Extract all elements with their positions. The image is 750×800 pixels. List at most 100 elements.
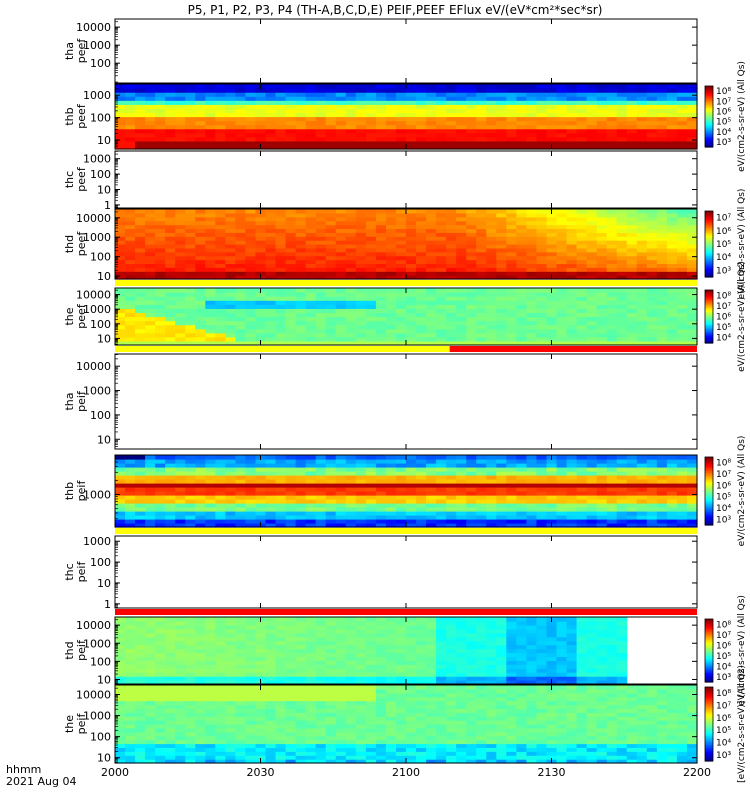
thb-peef-cell (546, 128, 558, 134)
thb-peif-cell (676, 487, 688, 492)
thd-peif-cell (225, 632, 237, 638)
thb-peef-cell (606, 144, 618, 150)
thb-peef-cell (255, 112, 267, 118)
thd-peif-cell (295, 672, 307, 677)
thd-peef-cell (666, 224, 678, 230)
thd-peif-cell (215, 628, 226, 634)
thb-peef-cell (315, 116, 327, 122)
thd-peif-cell (355, 617, 367, 622)
thd-peef-cell (636, 259, 648, 265)
thb-peif-cell (355, 471, 367, 476)
the-peef-cell (215, 300, 226, 305)
the-peef-cell (596, 340, 608, 346)
thd-peef-cell (646, 263, 658, 268)
thb-peif-cell (385, 523, 397, 528)
thd-peif-cell (355, 624, 367, 630)
thb-peif-cell (626, 511, 638, 516)
thd-peef-cell (185, 244, 196, 249)
the-peef-cell (506, 300, 517, 305)
thb-peef-cell (185, 104, 196, 109)
thb-peef-cell (466, 104, 477, 109)
thb-peif-cell (406, 475, 417, 480)
thd-peif-cell (355, 672, 367, 677)
thd-peef-cell (446, 240, 457, 245)
thb-peif-cell (526, 491, 538, 496)
the-peef-cell (175, 296, 186, 301)
the-peef-cell (606, 320, 618, 326)
thd-peef-cell (516, 267, 528, 272)
thd-peif-cell (245, 656, 257, 661)
thb-peef-cell (636, 128, 648, 134)
thd-peef-cell (666, 228, 678, 233)
thb-peif-cell (496, 475, 507, 480)
thd-peef-cell (576, 212, 588, 218)
thb-peif-cell (666, 471, 678, 476)
thb-peef-cell (576, 136, 588, 142)
the-peef-cell (385, 336, 397, 342)
the-peef-cell (275, 324, 287, 330)
thb-peif-cell (185, 455, 196, 460)
thd-peef-cell (285, 275, 297, 280)
thd-peef-cell (466, 228, 477, 233)
thd-peef-cell (436, 267, 447, 272)
thb-peef-cell (375, 88, 387, 93)
thb-peif-cell (115, 471, 126, 476)
thd-peif-cell (255, 636, 267, 642)
thd-peif-cell (426, 624, 437, 630)
thd-peef-cell (325, 271, 337, 276)
thd-peif-cell (365, 680, 377, 685)
thd-peef-cell (245, 228, 257, 233)
thb-peef-cell (185, 136, 196, 142)
thb-peif-cell (606, 455, 618, 460)
the-peef-cell (526, 340, 538, 346)
thd-peef-cell (416, 244, 427, 249)
thd-peef-cell (406, 232, 417, 237)
thb-peef-cell (596, 104, 608, 109)
thb-peif-cell (325, 483, 337, 488)
thd-peef-cell (195, 216, 206, 222)
thd-peef-cell (245, 263, 257, 268)
thb-peef-cell (536, 84, 548, 89)
thd-peef-cell (165, 267, 176, 272)
thb-peif-cell (125, 467, 136, 472)
thb-peif-cell (646, 463, 658, 468)
thd-peif-cell (406, 628, 417, 634)
thd-peif-cell (215, 620, 226, 626)
thb-peef-cell (606, 136, 618, 142)
thb-peif-cell (596, 495, 608, 500)
thd-peif-cell (135, 620, 146, 626)
the-peef-cell (426, 316, 437, 322)
thd-peif-cell (195, 680, 206, 685)
thd-peef-cell (195, 267, 206, 272)
thb-peif-cell (395, 519, 407, 524)
thd-peef-cell (556, 255, 568, 261)
thd-peef-cell (666, 232, 678, 237)
thd-peif-cell (235, 640, 247, 646)
thd-peef-cell (225, 216, 237, 222)
thb-peef-cell (395, 88, 407, 93)
thb-peef-cell (145, 92, 156, 97)
thb-peef-cell (185, 120, 196, 126)
thd-peef-cell (566, 244, 578, 249)
the-peef-cell (205, 328, 216, 334)
thb-peef-cell (526, 140, 538, 146)
thb-peef-cell (576, 92, 588, 97)
the-peef-cell (195, 312, 206, 318)
thd-peef-cell (506, 240, 517, 245)
thb-peif-cell (185, 463, 196, 468)
thb-peif-cell (125, 511, 136, 516)
thb-peef-cell (416, 104, 427, 109)
thb-peif-cell (245, 475, 257, 480)
thb-peif-cell (275, 487, 287, 492)
thd-peef-cell (215, 271, 226, 276)
thd-peif-cell (165, 676, 176, 681)
thb-peef-cell (305, 112, 317, 118)
thb-peef-cell (235, 128, 247, 134)
thb-peif-cell (255, 495, 267, 500)
thd-peif-cell (436, 652, 447, 658)
thb-peif-colorbar-tick: 10⁶ (716, 481, 731, 491)
thb-peif-cell (265, 515, 277, 520)
thd-peef-cell (345, 209, 357, 214)
thb-peef-cell (215, 116, 226, 122)
thd-peif-cell (185, 656, 196, 661)
